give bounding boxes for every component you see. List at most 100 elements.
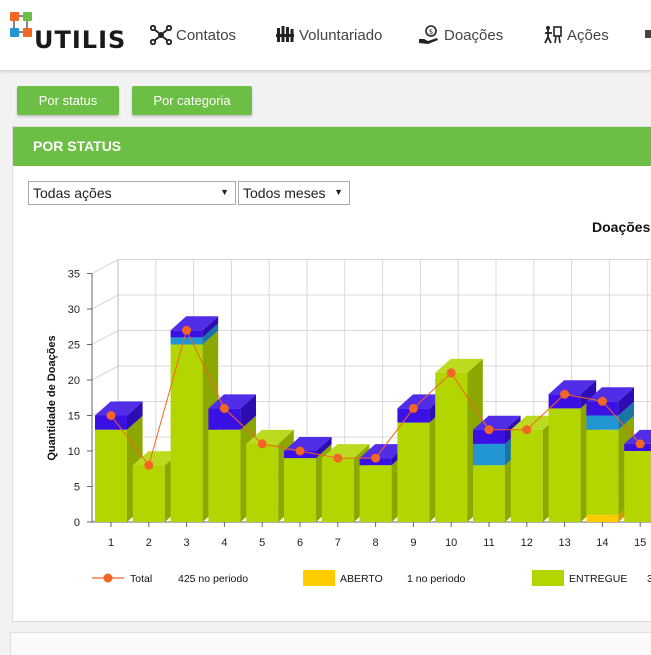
by-status-button[interactable]: Por status — [17, 86, 119, 115]
bar-segment — [208, 408, 241, 430]
nav-acoes-label: Ações — [567, 26, 609, 44]
total-point — [257, 439, 267, 449]
bar-segment — [321, 458, 354, 522]
x-tick-label: 14 — [596, 537, 608, 549]
x-tick-label: 12 — [521, 537, 533, 549]
months-select-value: Todos meses — [243, 185, 326, 201]
grid-line-side — [91, 365, 119, 381]
total-point — [597, 396, 607, 406]
total-point — [333, 453, 343, 463]
bar-top — [321, 444, 370, 459]
bar-segment — [170, 344, 203, 522]
x-tick-label: 7 — [335, 537, 341, 549]
bar-segment — [586, 429, 619, 515]
x-tick-label: 1 — [108, 537, 114, 549]
legend-aberto-swatch — [303, 570, 335, 586]
bar-segment — [586, 514, 619, 522]
bottom-panel-edge — [10, 632, 651, 655]
bar-segment — [473, 429, 505, 444]
panel-header: POR STATUS — [13, 127, 651, 166]
x-tick-label: 10 — [445, 537, 457, 549]
nav-contatos[interactable]: Contatos — [150, 25, 236, 45]
donation-icon: $ — [419, 25, 438, 44]
bar-side — [240, 394, 256, 430]
grid-line-side — [91, 330, 119, 345]
bar-top — [208, 394, 256, 409]
x-tick-label: 3 — [184, 537, 190, 549]
bar-segment — [132, 465, 165, 522]
total-point — [446, 368, 456, 378]
chart-title: Doações — [592, 219, 651, 235]
total-point — [106, 411, 116, 420]
brand-name: UTILIS — [34, 26, 127, 54]
bar-top — [284, 437, 332, 451]
nav-doacoes[interactable]: $ Doações — [418, 25, 503, 45]
bar-segment — [510, 429, 543, 522]
nav-contatos-label: Contatos — [176, 26, 237, 44]
x-tick-label: 13 — [558, 537, 570, 549]
y-tick-label: 15 — [68, 411, 80, 423]
bar-segment — [586, 401, 619, 416]
legend-entregue-label: ENTREGUE — [569, 573, 627, 585]
bar-top — [132, 451, 181, 466]
grid-line-side — [91, 294, 119, 310]
bar-top — [473, 415, 521, 430]
by-category-button[interactable]: Por categoria — [132, 86, 252, 115]
y-tick-label: 20 — [68, 375, 80, 387]
bar-segment — [208, 429, 241, 522]
y-tick-label: 5 — [74, 482, 80, 494]
bar-top — [624, 429, 651, 444]
total-point — [408, 403, 418, 413]
bar-top — [170, 316, 219, 331]
legend-entregue-swatch — [532, 570, 564, 586]
x-tick-label: 15 — [634, 537, 646, 549]
bar-segment — [170, 337, 203, 345]
x-tick-label: 9 — [410, 537, 416, 549]
legend-entregue-period: 3 — [647, 573, 651, 585]
months-select[interactable]: Todos meses ▼ — [238, 181, 350, 205]
total-point — [295, 446, 305, 456]
total-point — [144, 460, 154, 470]
bar-segment — [95, 429, 127, 522]
network-icon — [150, 25, 172, 45]
y-tick-label: 0 — [74, 517, 80, 529]
x-tick-label: 5 — [259, 537, 265, 549]
bar-segment — [473, 465, 505, 522]
bar-side — [618, 387, 634, 416]
bar-top — [548, 380, 597, 395]
action-icon — [544, 26, 562, 44]
bar-segment — [586, 415, 619, 430]
legend-aberto-period: 1 no periodo — [407, 573, 466, 585]
actions-select[interactable]: Todas ações ▼ — [28, 181, 236, 205]
total-point — [635, 439, 645, 449]
legend-total-period: 425 no periodo — [178, 573, 248, 585]
total-point — [219, 403, 229, 413]
dropdown-arrow-icon: ▼ — [334, 187, 343, 197]
nav-acoes[interactable]: Ações — [543, 25, 609, 45]
bar-segment — [473, 443, 505, 466]
x-tick-label: 2 — [146, 537, 152, 549]
total-point — [522, 425, 532, 435]
grid-line-side — [91, 259, 119, 274]
bar-segment — [548, 408, 581, 522]
y-tick-label: 35 — [68, 269, 80, 281]
nav-voluntariado[interactable]: Voluntariado — [275, 25, 382, 45]
bar-top — [95, 401, 143, 416]
legend-total-marker — [103, 573, 113, 583]
bar-segment — [624, 451, 651, 522]
bar-side — [127, 401, 143, 430]
x-tick-label: 6 — [297, 537, 303, 549]
bar-top — [586, 387, 634, 402]
x-tick-label: 4 — [221, 537, 227, 549]
total-point — [560, 389, 570, 399]
y-tick-label: 30 — [68, 304, 80, 316]
legend-total-label: Total — [130, 573, 152, 585]
y-tick-label: 25 — [68, 340, 80, 352]
y-axis-label: Quantidade de Doações — [46, 335, 58, 460]
bar-side — [202, 323, 219, 345]
nav-voluntariado-label: Voluntariado — [299, 26, 383, 44]
bar-segment — [284, 458, 316, 522]
nav-doacoes-label: Doações — [444, 26, 504, 44]
utilis-logo[interactable]: UTILIS — [8, 10, 125, 56]
